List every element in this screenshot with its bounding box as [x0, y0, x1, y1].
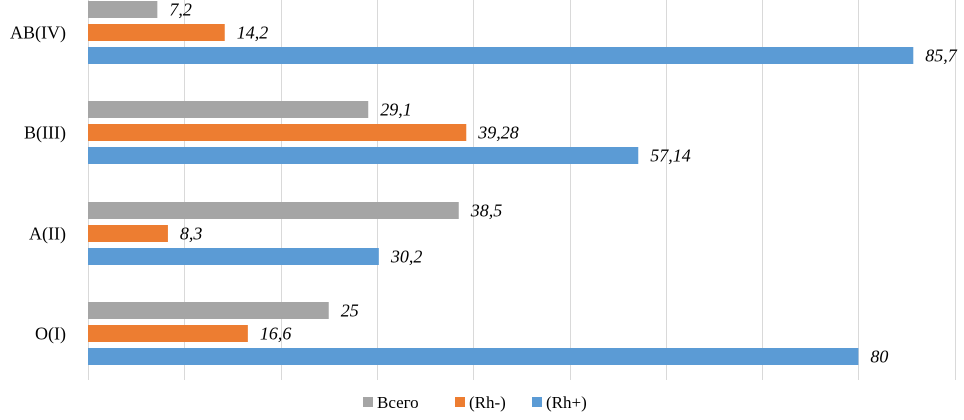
category-label: AB(IV) — [10, 23, 66, 44]
bar-Всего-B(III) — [88, 101, 369, 118]
bar-(Rh-)-A(II) — [88, 225, 168, 242]
bar-Всего-AB(IV) — [88, 1, 158, 18]
bar-Всего-A(II) — [88, 202, 459, 219]
value-label: 57,14 — [650, 146, 691, 166]
bar-(Rh+)-B(III) — [88, 147, 639, 164]
bar-(Rh+)-O(I) — [88, 348, 859, 365]
value-label: 85,7 — [925, 46, 958, 66]
value-label: 38,5 — [470, 201, 503, 221]
legend-label: (Rh+) — [546, 393, 587, 412]
category-labels: O(I) A(II) B(III) AB(IV) — [10, 23, 66, 345]
value-label: 80 — [870, 347, 888, 367]
value-label: 14,2 — [237, 23, 269, 43]
value-label: 29,1 — [380, 100, 412, 120]
bar-(Rh-)-B(III) — [88, 124, 467, 141]
value-label: 39,28 — [477, 123, 518, 143]
bar-(Rh+)-AB(IV) — [88, 47, 914, 64]
legend-swatch — [532, 397, 542, 407]
legend-label: (Rh-) — [469, 393, 506, 412]
category-label: O(I) — [35, 324, 66, 345]
legend-swatch — [363, 397, 373, 407]
legend-swatch — [455, 397, 465, 407]
bar-Всего-O(I) — [88, 302, 329, 319]
category-label: A(II) — [29, 224, 66, 245]
bar-(Rh+)-A(II) — [88, 248, 379, 265]
category-label: B(III) — [24, 123, 66, 144]
bar-(Rh-)-O(I) — [88, 325, 248, 342]
value-label: 16,6 — [260, 324, 292, 344]
bars — [88, 1, 914, 365]
legend: Всего (Rh-) (Rh+) — [363, 393, 587, 412]
legend-item: Всего — [363, 393, 419, 412]
value-label: 7,2 — [169, 0, 192, 20]
legend-item: (Rh-) — [455, 393, 506, 412]
legend-label: Всего — [377, 393, 419, 412]
value-label: 8,3 — [180, 224, 203, 244]
value-label: 30,2 — [390, 247, 423, 267]
value-labels: 25 16,6 80 38,5 8,3 30,2 29,1 39,28 57,14 7,2 14,2… — [169, 0, 957, 367]
legend-item: (Rh+) — [532, 393, 587, 412]
bar-(Rh-)-AB(IV) — [88, 24, 225, 41]
value-label: 25 — [341, 301, 359, 321]
